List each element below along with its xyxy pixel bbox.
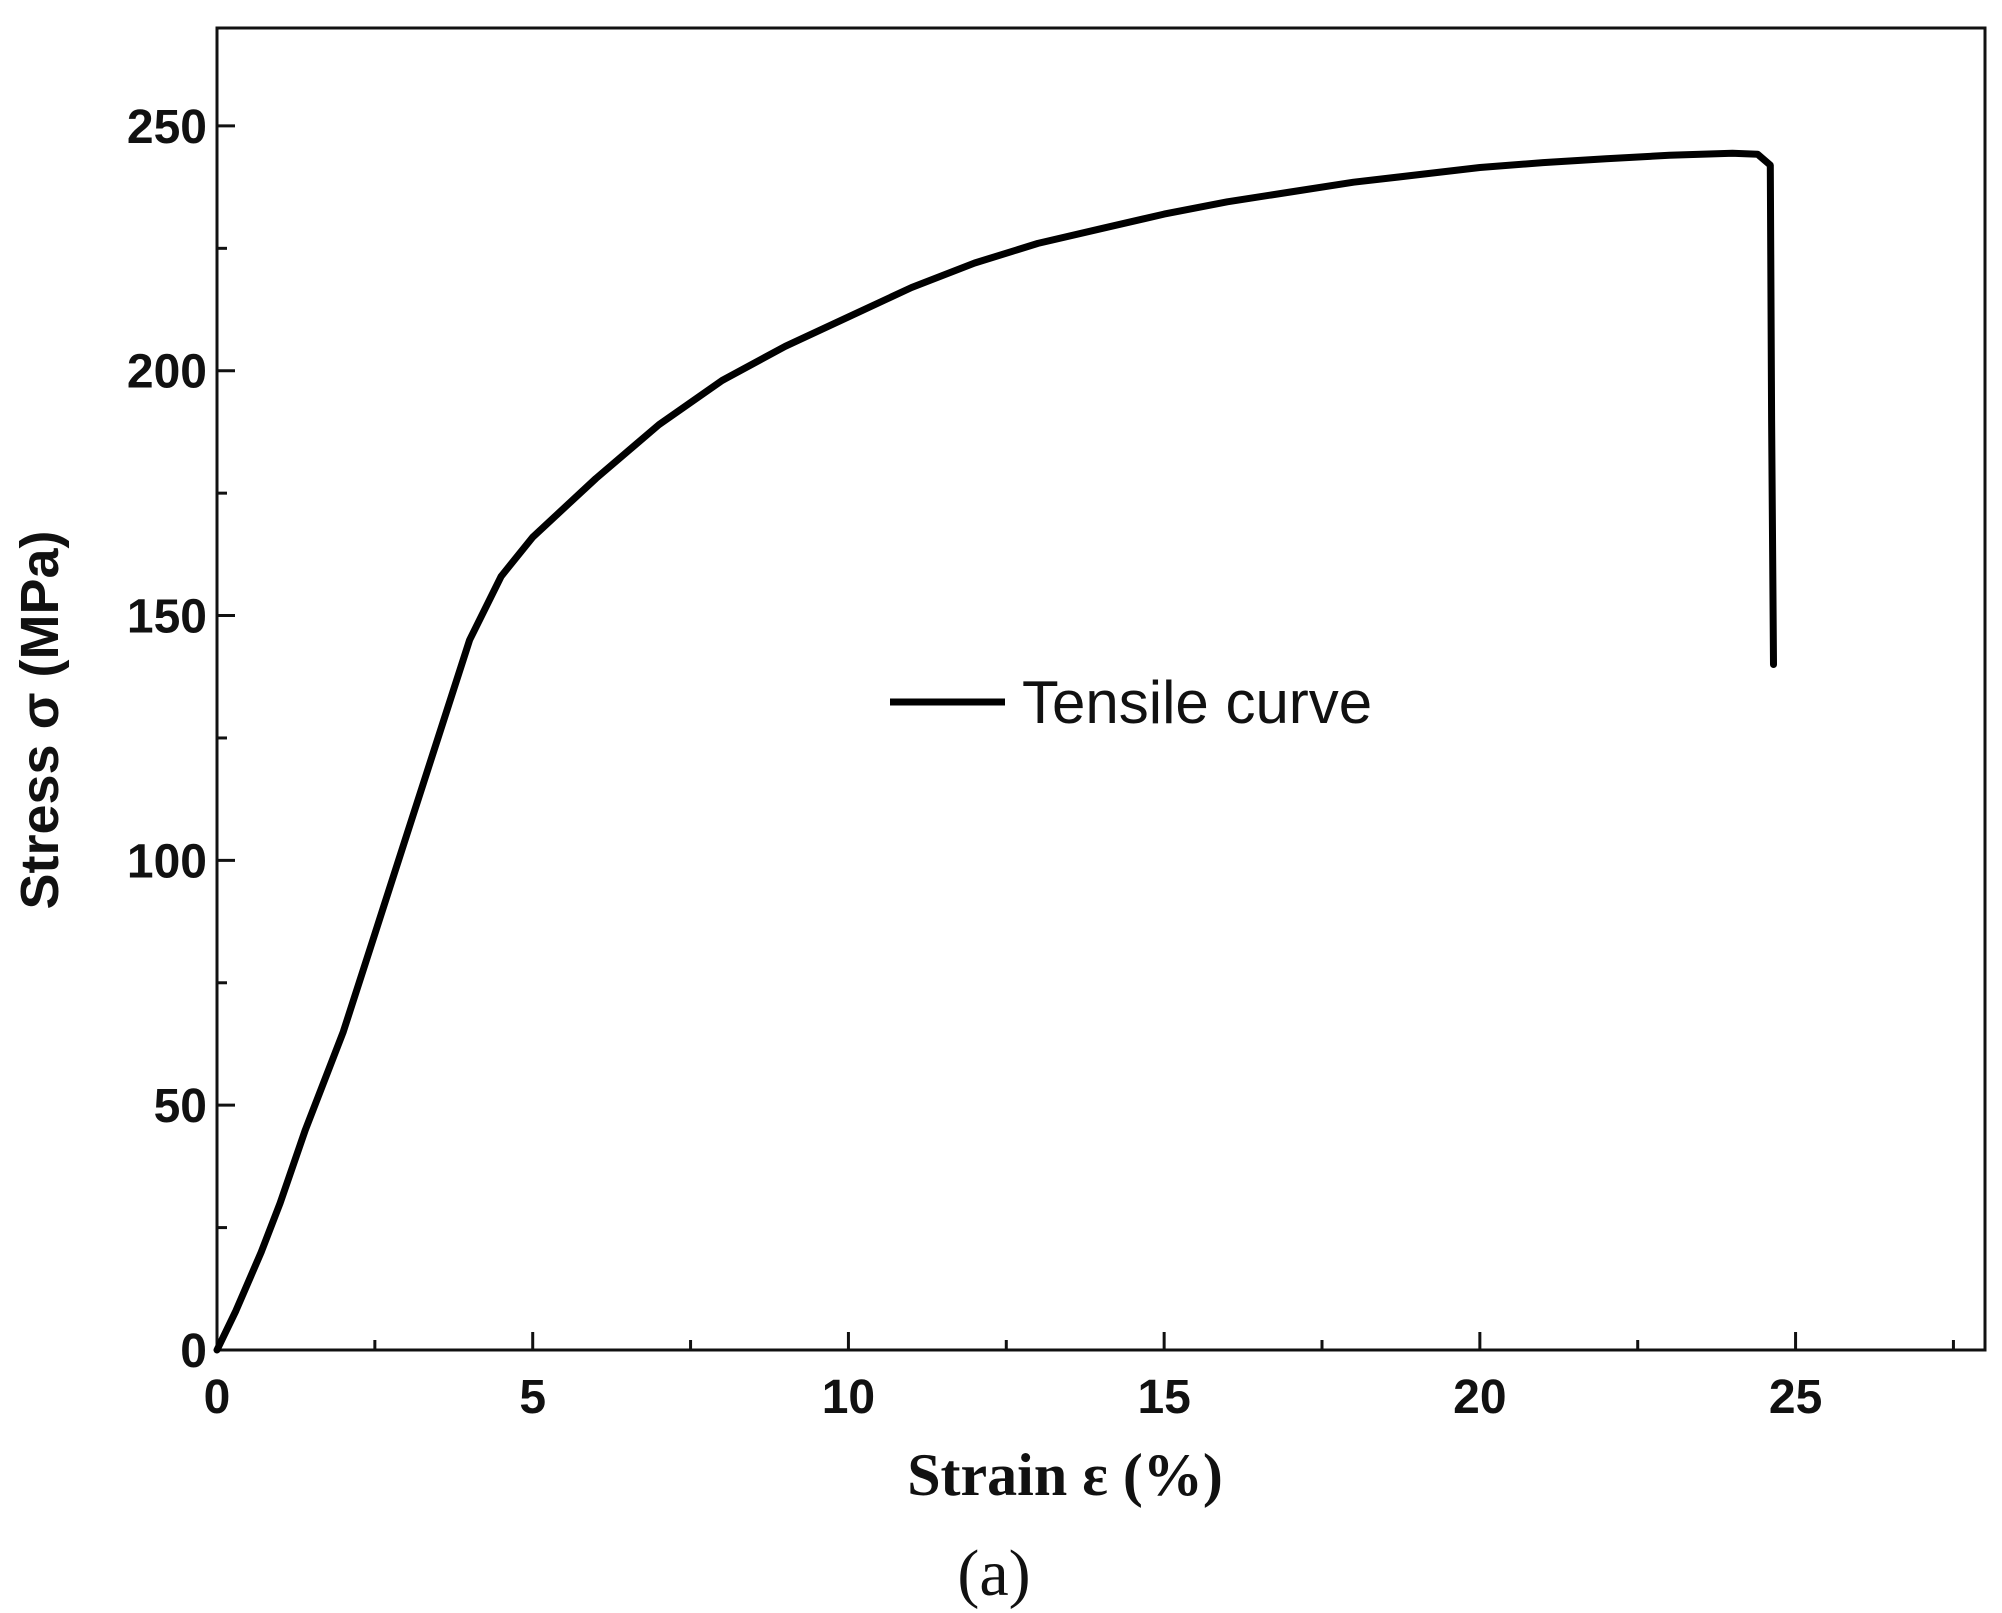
x-tick-label: 20 [1453,1371,1506,1424]
x-tick-label: 25 [1769,1371,1822,1424]
y-tick-label: 100 [127,835,207,888]
series-line-tensile-curve [213,149,1777,1354]
x-axis-label: Strain ε (%) [907,1442,1223,1508]
y-tick-label: 250 [127,101,207,154]
x-tick-label: 10 [822,1371,875,1424]
x-tick-label: 15 [1137,1371,1190,1424]
y-tick-label: 200 [127,346,207,399]
y-tick-label: 0 [180,1325,207,1378]
plot-area [215,26,1987,1352]
legend-label: Tensile curve [1022,669,1372,736]
y-tick-label: 50 [154,1080,207,1133]
y-axis-label: Stress σ (MPa) [10,530,70,909]
panel-label: (a) [957,1537,1030,1610]
y-tick-label: 150 [127,591,207,644]
series-layer [213,149,1777,1354]
legend: Tensile curve [890,669,1372,736]
plot-frame [215,26,1987,1352]
x-tick-label: 5 [519,1371,546,1424]
x-tick-label: 0 [204,1371,231,1424]
